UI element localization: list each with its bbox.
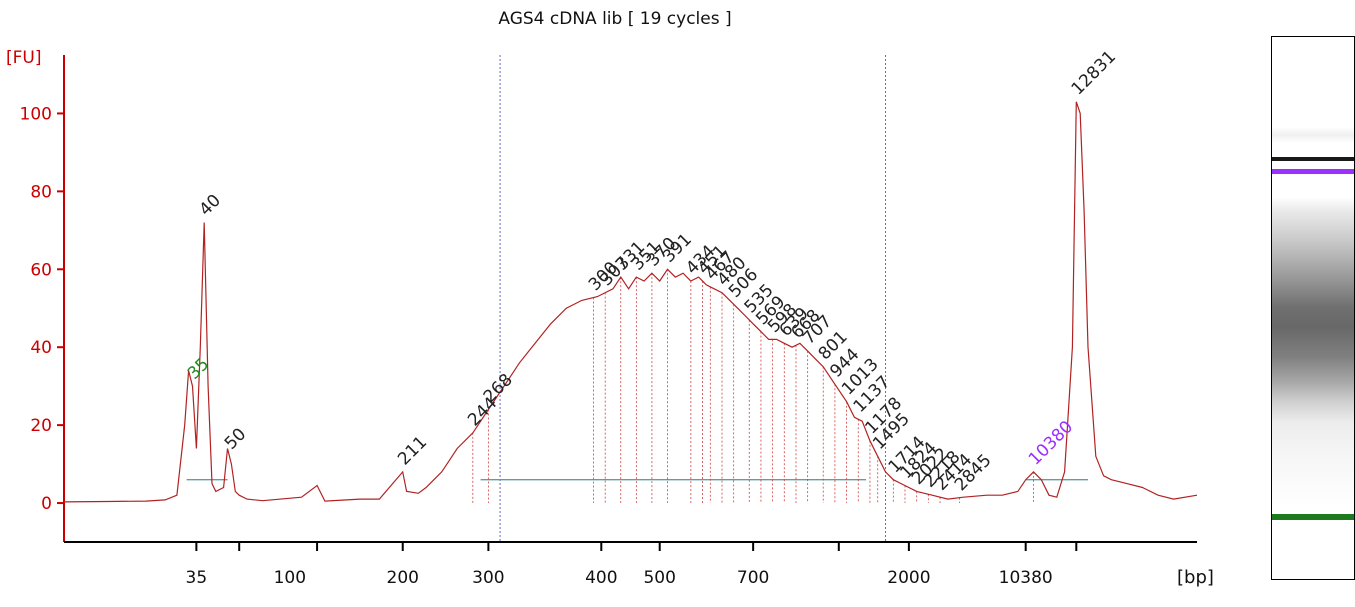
x-tick-label: 200: [387, 568, 419, 588]
peak-label: 50: [221, 424, 250, 453]
x-tick-label: 500: [643, 568, 675, 588]
upper-marker-band: [1272, 157, 1354, 161]
electropherogram-chart: AGS4 cDNA lib [ 19 cycles ] [FU] [bp] 0 2…: [6, 9, 1214, 588]
y-tick-label: 100: [20, 104, 52, 124]
x-tick-label: 100: [274, 568, 306, 588]
chart-title: AGS4 cDNA lib [ 19 cycles ]: [498, 9, 731, 29]
x-tick-label: 300: [472, 568, 504, 588]
upper-marker-purple-band: [1272, 169, 1354, 174]
peak-label: 10380: [1025, 417, 1077, 469]
x-tick-label: 10380: [999, 568, 1053, 588]
x-tick-label: 2000: [887, 568, 930, 588]
peak-label: 40: [196, 191, 225, 220]
y-tick-label: 60: [30, 260, 52, 280]
x-tick-label: 700: [737, 568, 769, 588]
lower-marker-band: [1272, 514, 1354, 520]
y-tick-label: 0: [41, 494, 52, 514]
x-tick-label: 400: [585, 568, 617, 588]
gel-image-lane: [1271, 36, 1355, 580]
x-tick-label: 35: [186, 568, 208, 588]
y-tick-label: 20: [30, 416, 52, 436]
y-tick-label: 40: [30, 338, 52, 358]
peak-label: 211: [394, 432, 431, 469]
peak-label: 12831: [1068, 47, 1120, 99]
signal-trace: [63, 101, 1198, 503]
x-axis-label: [bp]: [1177, 567, 1214, 588]
y-axis-label: [FU]: [6, 48, 42, 68]
y-tick-label: 80: [30, 182, 52, 202]
